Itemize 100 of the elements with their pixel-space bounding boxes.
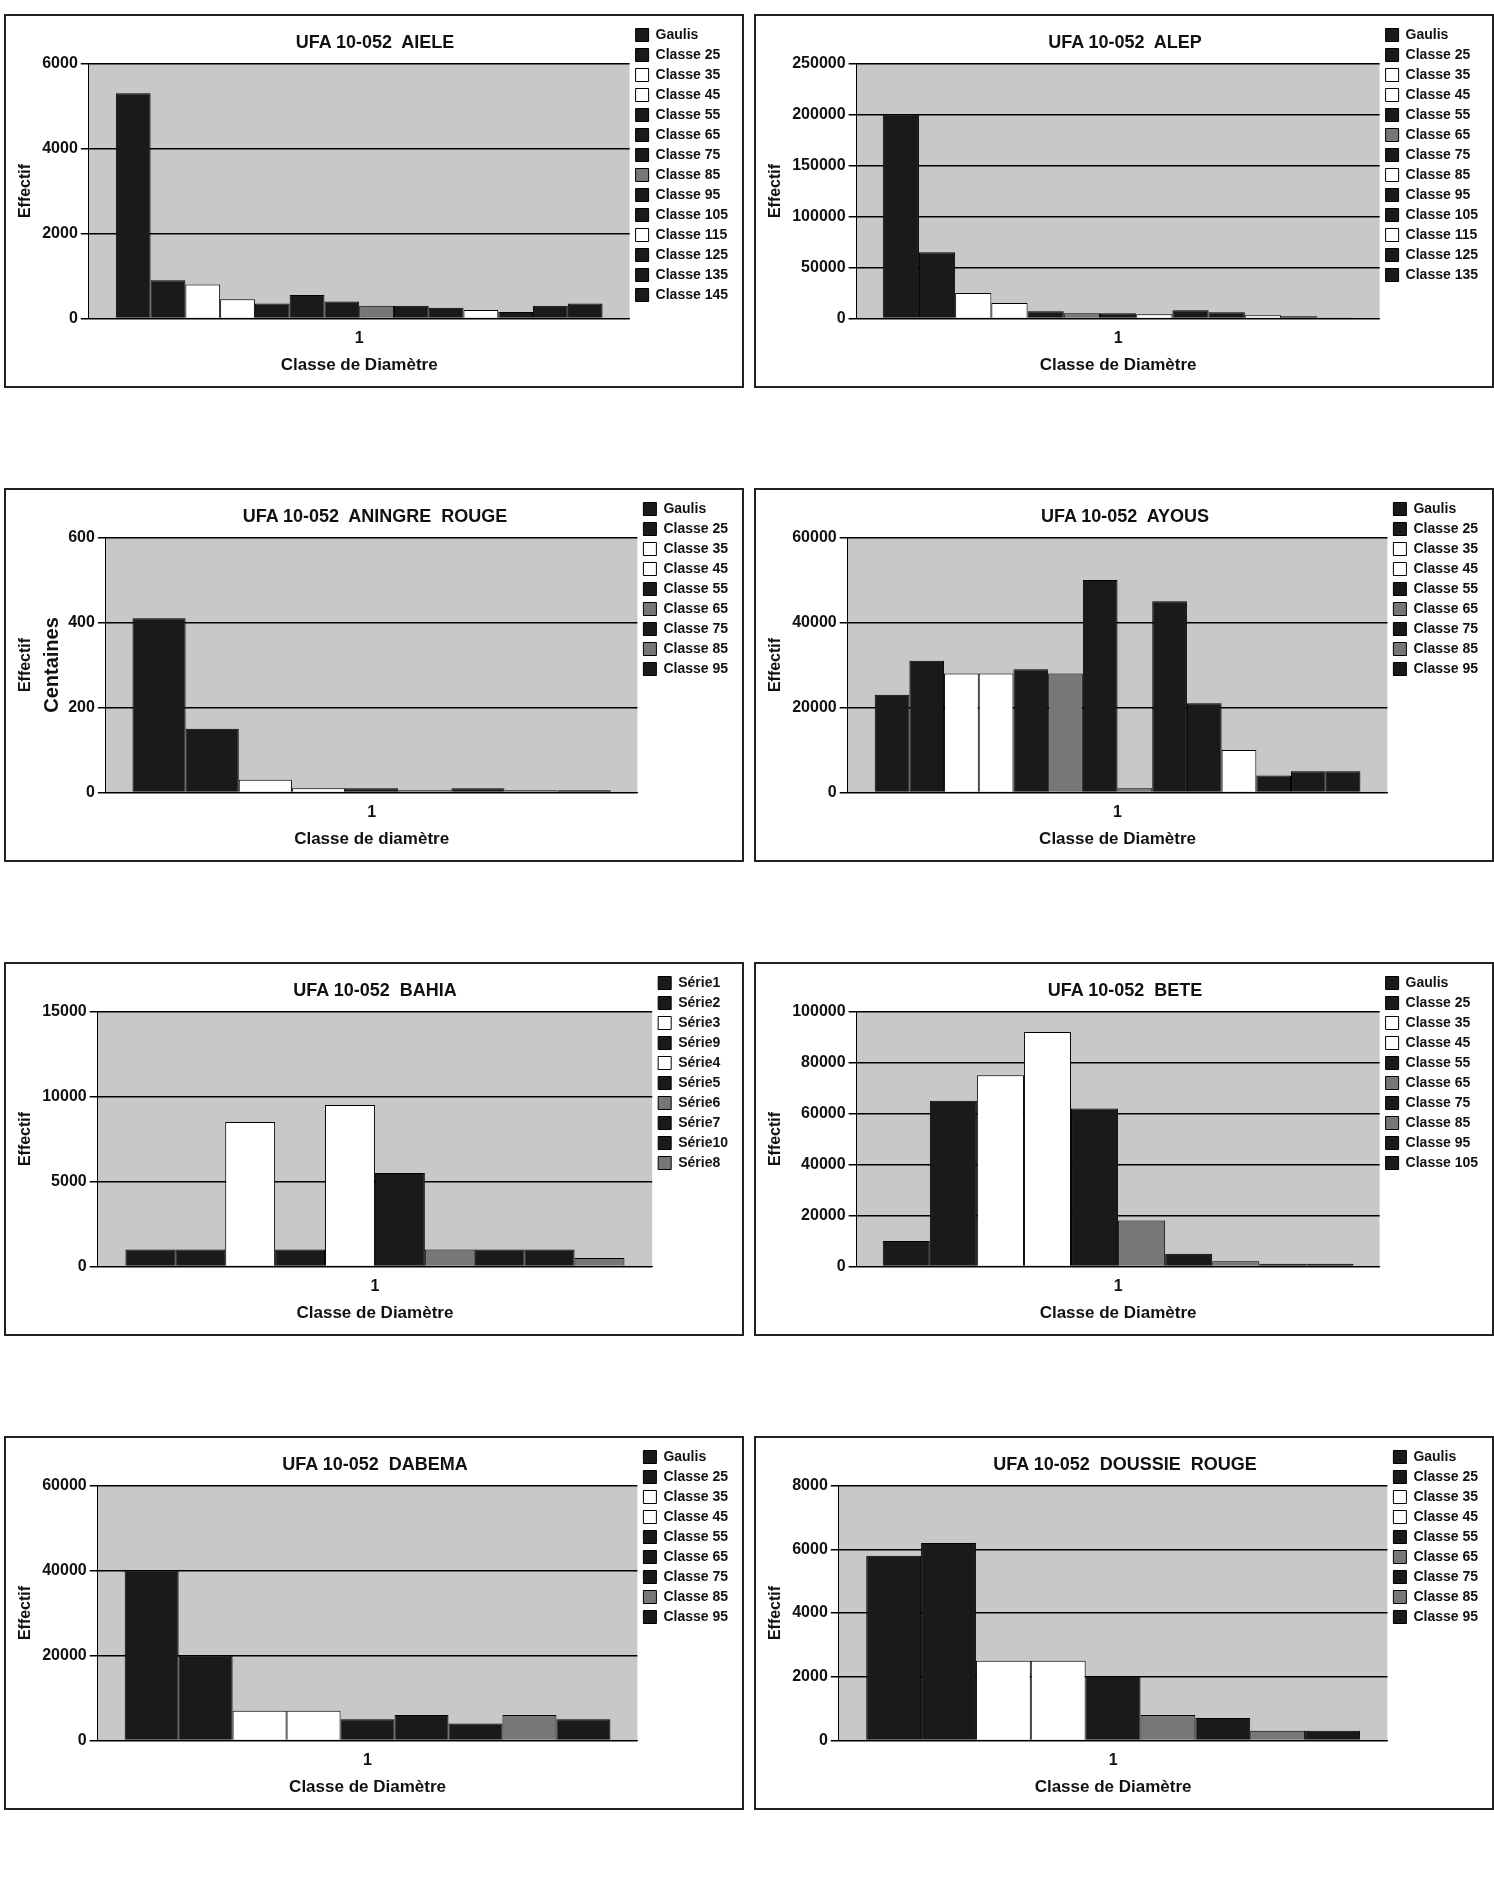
x-axis-title: Classe de Diamètre — [1039, 355, 1197, 375]
legend-label: Classe 75 — [1413, 1567, 1479, 1584]
chart-title: UFA 10-052 ANINGRE ROUGE — [242, 505, 508, 526]
y-axis-title: Effectif — [766, 637, 784, 693]
y-tick-label: 40000 — [792, 612, 837, 630]
legend-label: Classe 125 — [655, 245, 729, 262]
x-tick-label: 1 — [1108, 1751, 1118, 1769]
legend-label: Classe 45 — [1413, 1507, 1479, 1524]
y-tick-label: 0 — [827, 782, 837, 800]
y-tick-label: 6000 — [42, 54, 78, 72]
x-tick-label: 1 — [363, 1751, 373, 1769]
y-axis-title: Effectif — [16, 163, 34, 219]
legend-label: Classe 35 — [1413, 539, 1479, 556]
y-tick-label: 100000 — [792, 1002, 846, 1020]
y-tick-label: 2000 — [42, 223, 78, 241]
legend-label: Classe 35 — [1405, 65, 1471, 82]
legend-label: Classe 75 — [663, 619, 729, 636]
chart-title: UFA 10-052 BAHIA — [293, 979, 457, 1000]
y-tick-label: 4000 — [792, 1603, 828, 1621]
legend-label: Classe 95 — [663, 1607, 729, 1624]
y-tick-label: 60000 — [42, 1476, 87, 1494]
legend-label: Classe 65 — [1413, 1547, 1479, 1564]
legend-label: Classe 95 — [1405, 185, 1471, 202]
legend-label: Classe 55 — [1405, 1053, 1471, 1070]
legend-label: Classe 135 — [1405, 265, 1479, 282]
legend-label: Classe 65 — [1405, 125, 1471, 142]
legend-label: Classe 85 — [1413, 639, 1479, 656]
y-tick-label: 40000 — [801, 1154, 846, 1172]
y-tick-label: 2000 — [792, 1667, 828, 1685]
y-tick-label: 0 — [818, 1730, 828, 1748]
legend-label: Classe 25 — [1413, 519, 1479, 536]
legend-label: Classe 25 — [1413, 1467, 1479, 1484]
legend-label: Série9 — [678, 1033, 721, 1050]
y-tick-label: 0 — [77, 1256, 87, 1274]
text: Centaines — [39, 617, 62, 713]
y-tick-label: 50000 — [801, 257, 846, 275]
legend-label: Classe 45 — [663, 559, 729, 576]
legend-label: Gaulis — [1413, 499, 1457, 516]
legend-label: Gaulis — [1405, 973, 1449, 990]
legend-label: Série3 — [678, 1013, 721, 1030]
legend-label: Classe 55 — [655, 105, 721, 122]
x-tick-label: 1 — [370, 1277, 380, 1295]
y-tick-label: 60000 — [801, 1103, 846, 1121]
y-tick-label: 250000 — [792, 54, 846, 72]
y-tick-label: 0 — [77, 1730, 87, 1748]
x-axis-title: Classe de Diamètre — [1034, 1777, 1192, 1797]
x-axis-title: Classe de Diamètre — [1039, 829, 1196, 849]
y-tick-label: 0 — [68, 308, 78, 326]
legend-label: Classe 75 — [655, 145, 721, 162]
legend-label: Gaulis — [663, 499, 707, 516]
y-tick-label: 20000 — [792, 697, 837, 715]
chart-title: UFA 10-052 ALEP — [1048, 31, 1202, 52]
y-tick-label: 100000 — [792, 206, 846, 224]
legend-label: Classe 65 — [1413, 599, 1479, 616]
x-axis-title: Classe de Diamètre — [296, 1303, 454, 1323]
legend-label: Classe 45 — [655, 85, 721, 102]
y-tick-label: 0 — [85, 782, 95, 800]
y-tick-label: 20000 — [801, 1205, 846, 1223]
legend-label: Gaulis — [1413, 1447, 1457, 1464]
legend-label: Classe 85 — [1405, 1113, 1471, 1130]
y-tick-label: 8000 — [792, 1476, 828, 1494]
legend-label: Classe 85 — [655, 165, 721, 182]
legend-label: Série8 — [678, 1153, 721, 1170]
y-axis-title: Effectif — [766, 1111, 784, 1167]
chart-title: UFA 10-052 AIELE — [295, 31, 455, 52]
x-tick-label: 1 — [354, 329, 364, 347]
y-tick-label: 6000 — [792, 1539, 828, 1557]
legend-label: Classe 115 — [1405, 225, 1478, 242]
legend-label: Série6 — [678, 1093, 721, 1110]
legend-label: Classe 85 — [663, 1587, 729, 1604]
legend-label: Classe 55 — [663, 579, 729, 596]
legend-label: Classe 75 — [663, 1567, 729, 1584]
legend-label: Classe 115 — [655, 225, 728, 242]
y-tick-label: 10000 — [42, 1086, 87, 1104]
legend-label: Classe 25 — [1405, 993, 1471, 1010]
y-tick-label: 600 — [68, 528, 95, 546]
legend-label: Classe 25 — [663, 1467, 729, 1484]
legend-label: Classe 95 — [1413, 659, 1479, 676]
legend-label: Classe 105 — [655, 205, 729, 222]
legend-label: Série10 — [678, 1133, 729, 1150]
legend-label: Classe 35 — [663, 539, 729, 556]
legend-label: Classe 75 — [1405, 145, 1471, 162]
x-axis-title: Classe de Diamètre — [1039, 1303, 1197, 1323]
legend-label: Classe 85 — [1413, 1587, 1479, 1604]
y-tick-label: 5000 — [51, 1171, 87, 1189]
legend-label: Classe 75 — [1405, 1093, 1471, 1110]
legend-label: Classe 35 — [655, 65, 721, 82]
y-axis-title: Effectif — [16, 637, 34, 693]
y-axis-title: Effectif — [766, 1585, 784, 1641]
y-tick-label: 200 — [68, 697, 95, 715]
legend-label: Classe 95 — [1413, 1607, 1479, 1624]
legend-label: Classe 45 — [1405, 1033, 1471, 1050]
legend-label: Classe 95 — [655, 185, 721, 202]
legend-label: Classe 45 — [1413, 559, 1479, 576]
y-tick-label: 200000 — [792, 104, 846, 122]
legend-label: Série2 — [678, 993, 721, 1010]
legend-label: Classe 55 — [1405, 105, 1471, 122]
legend-label: Classe 25 — [1405, 45, 1471, 62]
chart-title: UFA 10-052 DOUSSIE ROUGE — [993, 1453, 1257, 1474]
legend-label: Série5 — [678, 1073, 721, 1090]
